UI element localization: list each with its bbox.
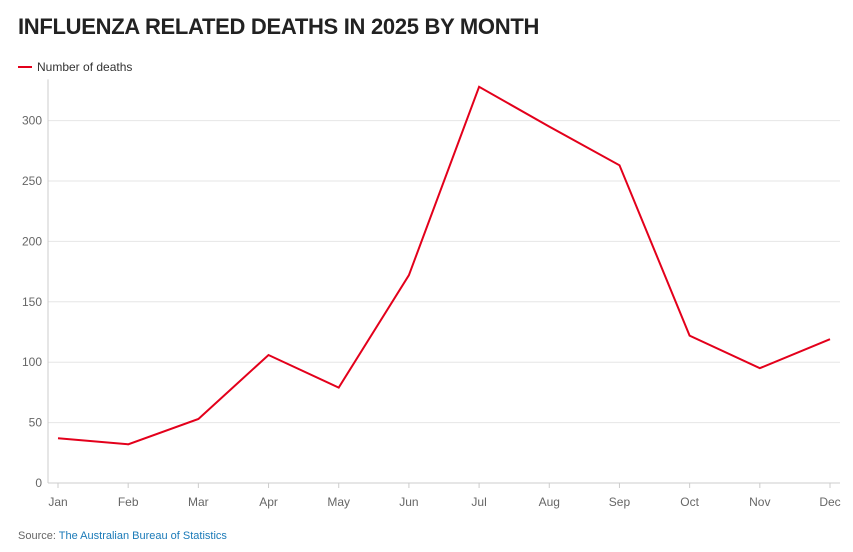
- legend-label: Number of deaths: [37, 60, 133, 74]
- y-tick-label-50: 50: [29, 416, 43, 430]
- x-tick-label-apr: Apr: [259, 495, 278, 509]
- x-tick-label-jun: Jun: [399, 495, 418, 509]
- series-line-deaths: [57, 85, 831, 446]
- x-tick-label-may: May: [327, 495, 350, 509]
- source-note: Source: The Australian Bureau of Statist…: [18, 530, 227, 542]
- data-point-jul: Jul: 328: [476, 84, 482, 90]
- x-tick-label-oct: Oct: [680, 495, 699, 509]
- x-tick-label-jul: Jul: [471, 495, 486, 509]
- x-tick-label-mar: Mar: [188, 495, 209, 509]
- y-tick-label-250: 250: [22, 174, 42, 188]
- data-point-jun: Jun: 172: [406, 272, 412, 278]
- data-point-dec: Dec: 119: [827, 336, 833, 342]
- data-point-aug: Aug: 295: [546, 124, 552, 130]
- chart-title: INFLUENZA RELATED DEATHS IN 2025 BY MONT…: [18, 14, 540, 39]
- data-point-may: May: 79: [336, 385, 342, 391]
- y-tick-label-100: 100: [22, 355, 42, 369]
- x-tick-label-aug: Aug: [539, 495, 560, 509]
- data-point-mar: Mar: 53: [195, 416, 201, 422]
- x-tick-label-sep: Sep: [609, 495, 631, 509]
- y-tick-label-300: 300: [22, 114, 42, 128]
- x-tick-label-feb: Feb: [118, 495, 139, 509]
- data-point-jan: Jan: 37: [55, 435, 61, 441]
- chart-legend: Number of deaths: [18, 60, 132, 74]
- legend-line-swatch: [18, 66, 32, 68]
- source-label: Source:: [18, 530, 56, 542]
- x-tick-label-jan: Jan: [48, 495, 67, 509]
- y-tick-label-150: 150: [22, 295, 42, 309]
- data-point-sep: Sep: 263: [616, 162, 622, 168]
- y-tick-label-200: 200: [22, 234, 42, 248]
- y-tick-label-0: 0: [35, 476, 42, 490]
- data-point-oct: Oct: 122: [687, 333, 693, 339]
- x-tick-label-dec: Dec: [819, 495, 840, 509]
- data-point-feb: Feb: 32: [125, 441, 131, 447]
- x-tick-label-nov: Nov: [749, 495, 770, 509]
- data-point-nov: Nov: 95: [757, 365, 763, 371]
- source-link[interactable]: The Australian Bureau of Statistics: [58, 530, 227, 542]
- data-point-apr: Apr: 106: [266, 352, 272, 358]
